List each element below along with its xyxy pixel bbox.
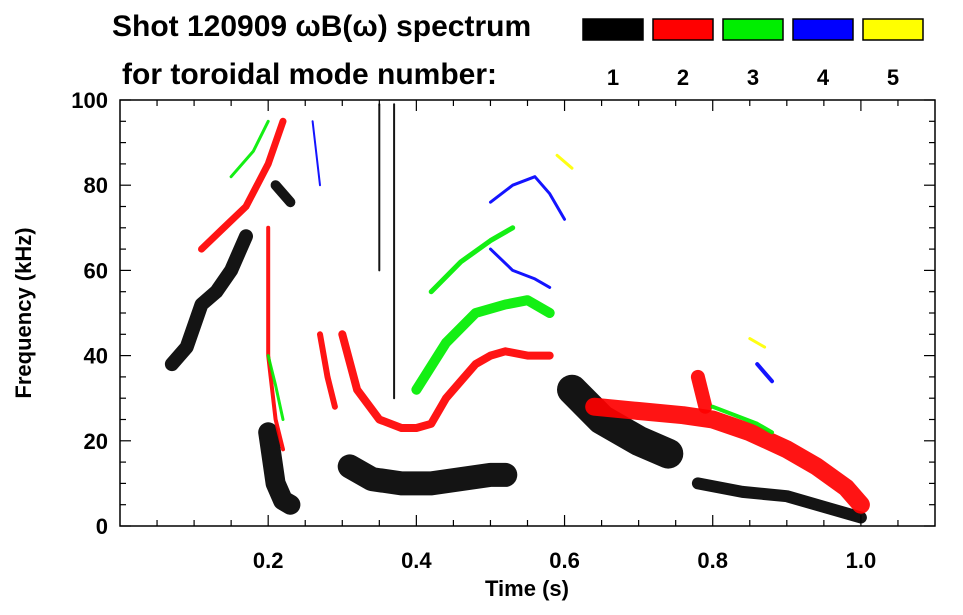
y-axis-ticks: 0 20 40 60 80 100 bbox=[71, 88, 935, 539]
legend-label-mode-5: 5 bbox=[887, 65, 899, 90]
legend: 1 2 3 4 5 bbox=[582, 18, 924, 90]
mode-2-streak-2 bbox=[266, 225, 285, 452]
plot-area: 0.2 0.4 0.6 0.8 1.0 0 20 40 60 80 100 bbox=[71, 88, 936, 573]
x-axis-ticks: 0.2 0.4 0.6 0.8 1.0 bbox=[156, 100, 899, 573]
x-tick-label: 0.4 bbox=[401, 548, 432, 573]
y-tick-label: 100 bbox=[71, 88, 108, 113]
mode-1-streak-1 bbox=[164, 229, 253, 372]
legend-swatch-mode-3 bbox=[722, 18, 784, 41]
legend-swatch-mode-5 bbox=[862, 18, 924, 41]
y-axis-label: Frequency (kHz) bbox=[11, 227, 36, 398]
mode-2-streak-1 bbox=[198, 117, 287, 253]
x-tick-label: 0.8 bbox=[697, 548, 728, 573]
mode-4-streak-4 bbox=[311, 120, 321, 187]
y-tick-label: 0 bbox=[96, 514, 108, 539]
x-axis-label: Time (s) bbox=[485, 576, 569, 601]
mode-3-streak-2 bbox=[411, 295, 555, 395]
mode-3-streak-1 bbox=[229, 119, 270, 179]
legend-label-mode-4: 4 bbox=[817, 65, 830, 90]
mode-3-streak-3 bbox=[428, 225, 516, 295]
mode-1-streak-4 bbox=[337, 454, 518, 496]
mode-4-streak-1 bbox=[489, 175, 566, 221]
series-layer bbox=[164, 103, 870, 524]
mode-1-streak-3 bbox=[270, 180, 296, 208]
legend-label-mode-1: 1 bbox=[607, 65, 619, 90]
mode-3-streak-4 bbox=[266, 354, 285, 421]
x-tick-label: 0.6 bbox=[549, 548, 580, 573]
mode-4-streak-2 bbox=[489, 247, 552, 289]
x-tick-label: 0.2 bbox=[253, 548, 284, 573]
legend-swatch-mode-4 bbox=[792, 18, 854, 41]
mode-1-streak-2 bbox=[258, 422, 301, 515]
mode-2-streak-3 bbox=[317, 331, 338, 410]
chart-title-line1: Shot 120909 ωB(ω) spectrum bbox=[112, 10, 531, 43]
mode-5-streak-2 bbox=[748, 337, 767, 349]
chart-title-line2: for toroidal mode number: bbox=[122, 58, 497, 91]
mode-4-streak-3 bbox=[755, 362, 774, 384]
y-tick-label: 60 bbox=[84, 258, 108, 283]
legend-label-mode-3: 3 bbox=[747, 65, 759, 90]
mode-2-streak-4 bbox=[338, 330, 554, 432]
y-tick-label: 80 bbox=[84, 173, 108, 198]
mode-5-streak-1 bbox=[555, 153, 574, 170]
mode-1-streak-6 bbox=[691, 477, 867, 524]
legend-swatch-mode-1 bbox=[582, 18, 644, 41]
y-tick-label: 40 bbox=[84, 344, 108, 369]
legend-swatch-mode-2 bbox=[652, 18, 714, 41]
mode-3-streak-5 bbox=[710, 404, 774, 435]
x-tick-label: 1.0 bbox=[846, 548, 877, 573]
legend-label-mode-2: 2 bbox=[677, 65, 689, 90]
mode-2-streak-5 bbox=[585, 397, 870, 514]
y-tick-label: 20 bbox=[84, 429, 108, 454]
mode-2-streak-6 bbox=[690, 369, 713, 414]
